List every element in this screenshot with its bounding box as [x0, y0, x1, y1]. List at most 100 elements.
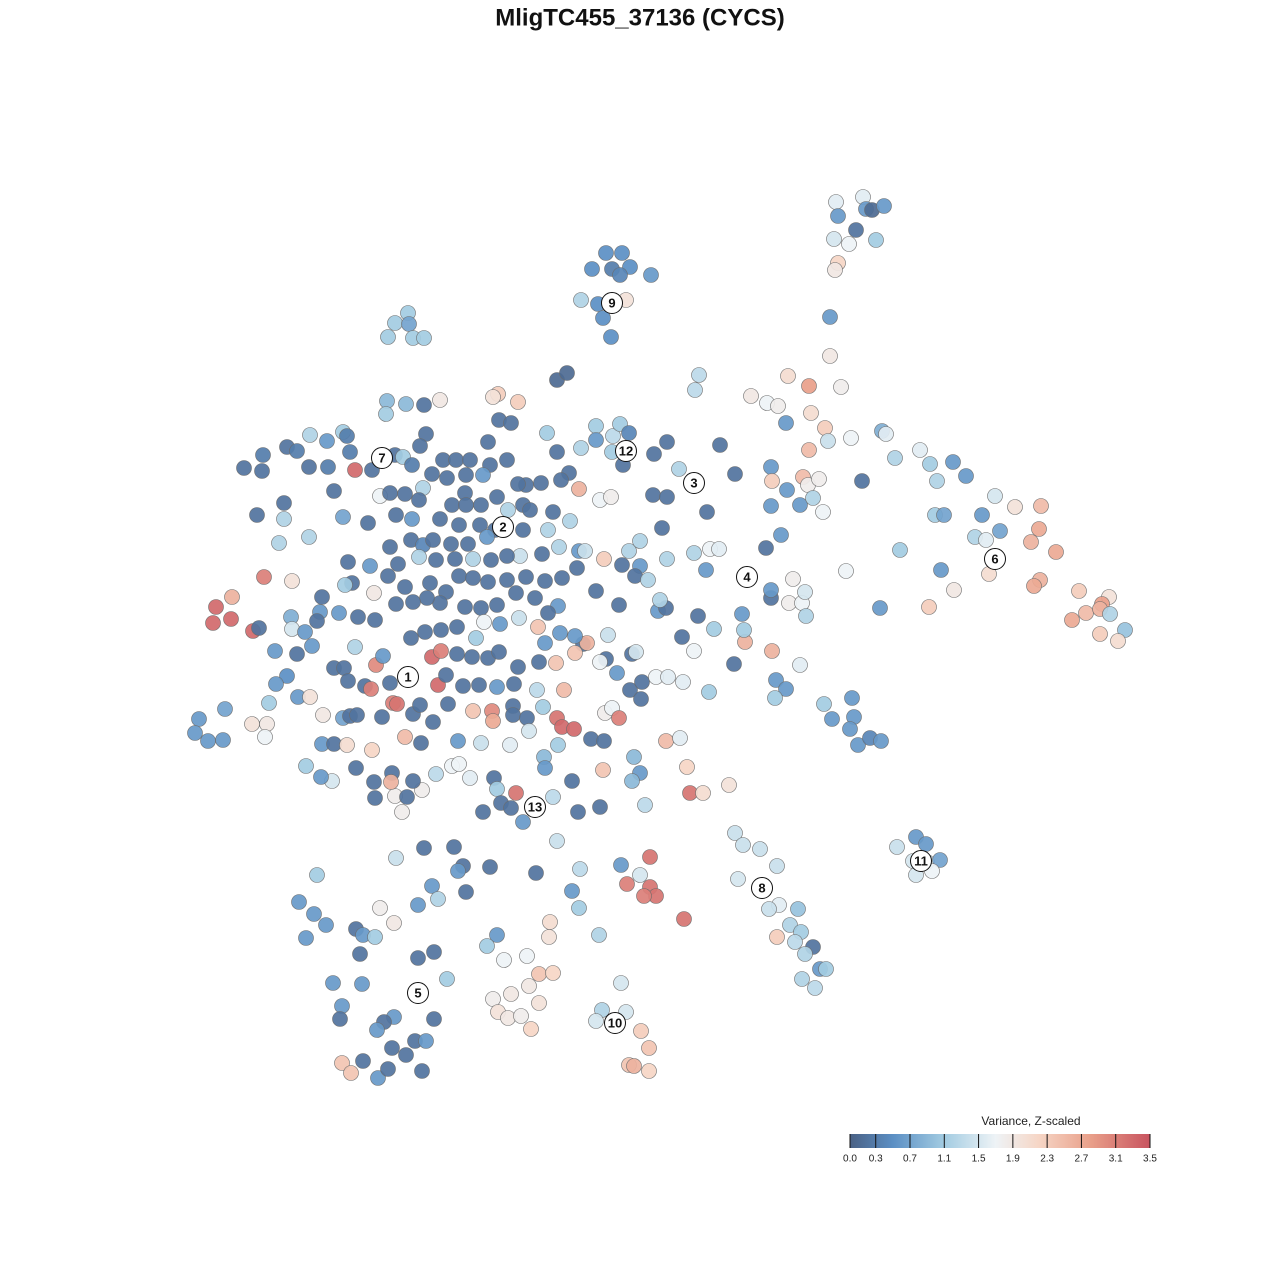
point — [405, 594, 421, 610]
point — [362, 558, 378, 574]
point — [366, 774, 382, 790]
point — [515, 814, 531, 830]
point — [425, 532, 441, 548]
point — [279, 668, 295, 684]
point — [528, 865, 544, 881]
point — [820, 433, 836, 449]
point — [380, 1061, 396, 1077]
point — [929, 473, 945, 489]
point — [334, 1055, 350, 1071]
point — [387, 315, 403, 331]
point — [271, 535, 287, 551]
point — [798, 608, 814, 624]
point — [596, 551, 612, 567]
point — [844, 690, 860, 706]
point — [347, 462, 363, 478]
point — [405, 773, 421, 789]
point — [797, 584, 813, 600]
point — [541, 929, 557, 945]
point — [826, 231, 842, 247]
point — [399, 789, 415, 805]
point — [679, 759, 695, 775]
colorbar-tick-label: 3.5 — [1143, 1154, 1157, 1165]
point — [386, 915, 402, 931]
point — [545, 504, 561, 520]
point — [659, 551, 675, 567]
cluster-label: 13 — [528, 799, 542, 814]
point — [257, 729, 273, 745]
colorbar-tick-label: 2.7 — [1074, 1154, 1088, 1165]
point — [255, 447, 271, 463]
point — [482, 859, 498, 875]
point — [418, 1033, 434, 1049]
point — [519, 948, 535, 964]
point — [350, 609, 366, 625]
point — [570, 804, 586, 820]
point — [304, 638, 320, 654]
point — [506, 676, 522, 692]
point — [503, 800, 519, 816]
point — [460, 536, 476, 552]
point — [511, 610, 527, 626]
point — [205, 615, 221, 631]
point — [411, 492, 427, 508]
point — [462, 452, 478, 468]
point — [540, 605, 556, 621]
point — [824, 711, 840, 727]
point — [403, 630, 419, 646]
point — [236, 460, 252, 476]
point — [529, 682, 545, 698]
point — [261, 695, 277, 711]
point — [468, 630, 484, 646]
point — [276, 495, 292, 511]
point — [726, 656, 742, 672]
point — [314, 589, 330, 605]
point — [595, 762, 611, 778]
point — [518, 569, 534, 585]
point — [621, 543, 637, 559]
point — [348, 760, 364, 776]
point — [339, 428, 355, 444]
point — [611, 597, 627, 613]
point — [876, 198, 892, 214]
point — [564, 883, 580, 899]
point — [367, 612, 383, 628]
point — [958, 468, 974, 484]
point — [550, 737, 566, 753]
point — [686, 545, 702, 561]
point — [632, 867, 648, 883]
point — [850, 737, 866, 753]
cluster-marker — [397, 666, 419, 688]
point — [336, 660, 352, 676]
point — [337, 577, 353, 593]
point — [641, 1063, 657, 1079]
point — [450, 733, 466, 749]
point — [352, 946, 368, 962]
point — [267, 643, 283, 659]
point — [588, 583, 604, 599]
point — [473, 735, 489, 751]
point — [519, 710, 535, 726]
point — [780, 368, 796, 384]
point — [782, 917, 798, 933]
point — [588, 418, 604, 434]
point — [256, 569, 272, 585]
point — [912, 442, 928, 458]
point — [313, 769, 329, 785]
point — [1110, 633, 1126, 649]
point — [410, 950, 426, 966]
point — [613, 857, 629, 873]
point — [388, 850, 404, 866]
point — [556, 682, 572, 698]
point — [326, 736, 342, 752]
point — [475, 467, 491, 483]
point — [424, 466, 440, 482]
point — [787, 934, 803, 950]
point — [1064, 612, 1080, 628]
point — [828, 194, 844, 210]
point — [530, 619, 546, 635]
point — [458, 467, 474, 483]
point — [841, 236, 857, 252]
point — [987, 488, 1003, 504]
point — [223, 611, 239, 627]
